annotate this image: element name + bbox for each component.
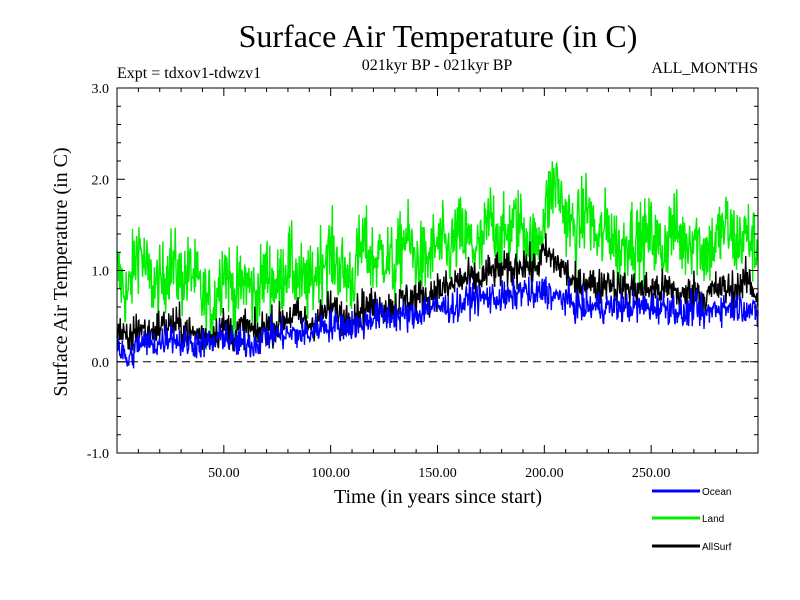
chart-title: Surface Air Temperature (in C) — [239, 18, 638, 54]
y-tick-label: 2.0 — [92, 173, 110, 188]
x-tick-label: 250.00 — [632, 466, 671, 481]
plot-area: 50.00 100.00 150.00 200.00 250.00 -1.0 0.0 1.0 2… — [87, 82, 759, 481]
y-axis-label: Surface Air Temperature (in C) — [50, 147, 72, 396]
chart-subtitle: 021kyr BP - 021kyr BP — [362, 57, 513, 74]
y-tick-label: 1.0 — [92, 265, 110, 280]
y-tick-label: 3.0 — [92, 82, 110, 97]
x-tick-label: 150.00 — [418, 466, 457, 481]
x-axis-label: Time (in years since start) — [334, 486, 542, 508]
series-line-allsurf — [116, 233, 759, 352]
legend-label-land: Land — [702, 514, 724, 525]
period-label: ALL_MONTHS — [651, 60, 758, 77]
y-tick-label: -1.0 — [87, 447, 109, 462]
x-tick-label: 100.00 — [311, 466, 350, 481]
series-line-land — [116, 161, 759, 350]
x-tick-label: 200.00 — [525, 466, 564, 481]
legend-label-ocean: Ocean — [702, 487, 731, 498]
y-tick-label: 0.0 — [92, 356, 110, 371]
series-line-ocean — [116, 276, 759, 369]
legend: Ocean Land AllSurf — [652, 487, 732, 553]
experiment-label: Expt = tdxov1-tdwzv1 — [117, 65, 261, 82]
x-tick-label: 50.00 — [208, 466, 240, 481]
legend-label-allsurf: AllSurf — [702, 542, 732, 553]
